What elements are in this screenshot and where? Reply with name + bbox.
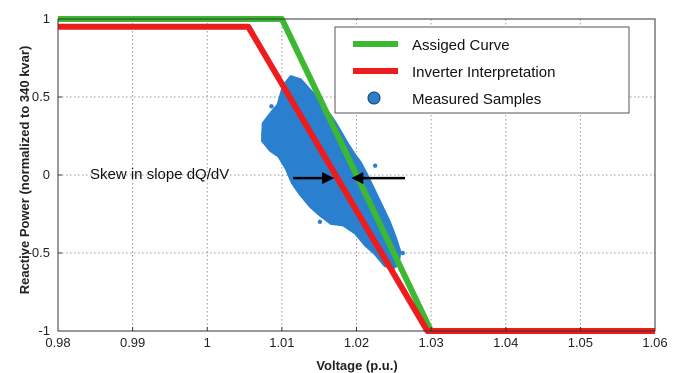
y-tick-label: -0.5: [28, 245, 50, 260]
measured-sample-point: [261, 132, 266, 137]
y-tick-label: 0.5: [32, 89, 50, 104]
x-tick-label: 1.05: [568, 335, 593, 350]
y-tick-label: -1: [38, 323, 50, 338]
y-tick-label: 1: [43, 11, 50, 26]
x-tick-label: 1.02: [344, 335, 369, 350]
x-tick-label: 1.04: [493, 335, 518, 350]
x-tick-label: 1.06: [642, 335, 667, 350]
x-tick-label: 1.03: [418, 335, 443, 350]
measured-sample-point: [400, 250, 405, 256]
axes: 0.98 0.99 1 1.01 1.02 1.03 1.04 1.05 1.06 -1 -0.5 0…: [28, 11, 668, 350]
legend: Assiged Curve Inverter Interpretation Me…: [334, 26, 630, 114]
annotation-arrow-left-head: [351, 172, 364, 185]
legend-label-assigned: Assiged Curve: [412, 37, 510, 54]
y-axis-label: Reactive Power (normalized to 340 kvar): [17, 46, 32, 295]
annotation: Skew in slope dQ/dV: [90, 166, 406, 185]
legend-marker-samples: [367, 91, 381, 105]
measured-sample-point: [269, 104, 274, 109]
legend-label-samples: Measured Samples: [412, 91, 541, 108]
x-tick-label: 1.01: [269, 335, 294, 350]
x-axis-label: Voltage (p.u.): [316, 358, 397, 373]
measured-sample-point: [317, 219, 323, 224]
annotation-text: Skew in slope dQ/dV: [90, 166, 229, 183]
x-tick-label: 0.98: [45, 335, 70, 350]
annotation-arrow-right-head: [322, 172, 335, 185]
x-tick-label: 1: [204, 335, 211, 350]
legend-label-inverter: Inverter Interpretation: [412, 64, 555, 81]
x-tick-label: 0.99: [120, 335, 145, 350]
measured-sample-point: [372, 163, 378, 168]
y-tick-label: 0: [43, 167, 50, 182]
